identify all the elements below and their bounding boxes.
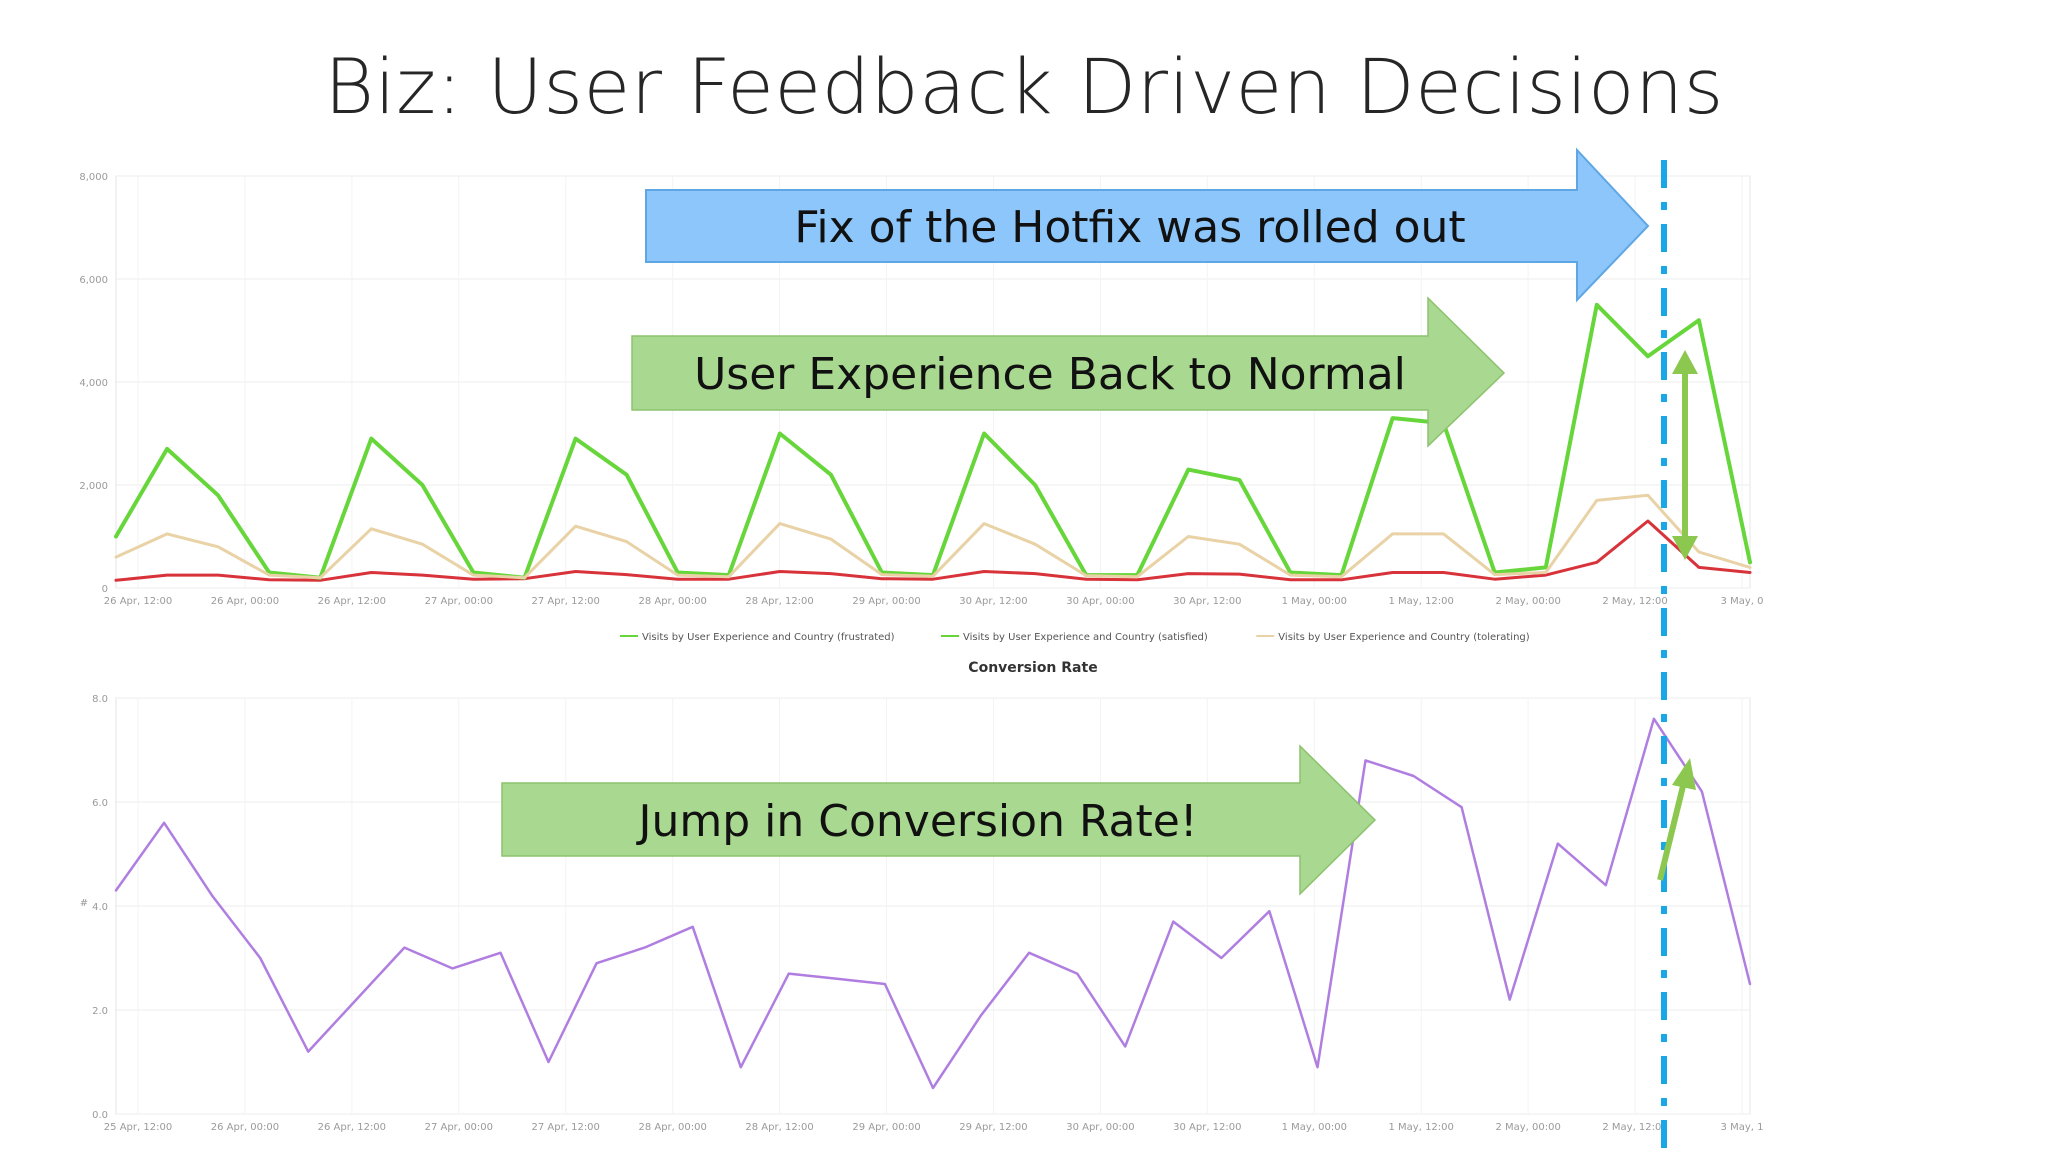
chart2-x-tick-label: 30 Apr, 00:00 bbox=[1066, 1122, 1134, 1133]
chart2-x-tick-label: 26 Apr, 12:00 bbox=[318, 1122, 386, 1133]
chart2-x-tick-label: 28 Apr, 00:00 bbox=[638, 1122, 706, 1133]
chart1-x-ticks: 26 Apr, 12:00 26 Apr, 00:00 26 Apr, 12:00 2… bbox=[104, 596, 1764, 607]
chart1-x-tick-label: 2 May, 12:00 bbox=[1602, 596, 1667, 607]
hotfix-arrow-shape bbox=[645, 147, 1650, 303]
chart2-gridlines bbox=[116, 697, 1750, 1115]
chart2-x-tick-label: 2 May, 00:00 bbox=[1495, 1122, 1560, 1133]
chart2-y-tick-label: 2.0 bbox=[92, 1006, 108, 1017]
chart2-y-ticks: 0.0 2.0 4.0 6.0 8.0 bbox=[92, 694, 108, 1121]
chart2-x-tick-label: 26 Apr, 00:00 bbox=[211, 1122, 279, 1133]
chart2-x-tick-label: 28 Apr, 12:00 bbox=[745, 1122, 813, 1133]
chart2-title: Conversion Rate bbox=[968, 660, 1097, 676]
chart1-y-ticks: 0 2,000 4,000 6,000 8,000 bbox=[79, 172, 108, 595]
chart2-series bbox=[114, 717, 1752, 1090]
chart1-x-tick-label: 26 Apr, 12:00 bbox=[318, 596, 386, 607]
legend-item-label: Visits by User Experience and Country (f… bbox=[642, 632, 895, 643]
chart2-y-tick-label: 0.0 bbox=[92, 1110, 108, 1121]
chart2-x-tick-label: 30 Apr, 12:00 bbox=[1173, 1122, 1241, 1133]
chart2-x-tick-label: 25 Apr, 12:00 bbox=[104, 1122, 172, 1133]
chart1-x-tick-label: 2 May, 00:00 bbox=[1495, 596, 1560, 607]
conversion-jump-arrow-shape bbox=[501, 744, 1377, 896]
chart1-x-tick-label: 30 Apr, 12:00 bbox=[1173, 596, 1241, 607]
chart2-x-tick-label: 3 May, 1 bbox=[1721, 1122, 1764, 1133]
conversion-jump-arrow: Jump in Conversion Rate! bbox=[501, 744, 1377, 896]
chart2-x-tick-label: 1 May, 12:00 bbox=[1389, 1122, 1454, 1133]
chart1-y-tick-label: 8,000 bbox=[79, 172, 108, 183]
chart1-y-tick-label: 4,000 bbox=[79, 378, 108, 389]
chart2-x-tick-label: 29 Apr, 12:00 bbox=[959, 1122, 1027, 1133]
chart2-x-tick-label: 1 May, 00:00 bbox=[1282, 1122, 1347, 1133]
chart1-x-tick-label: 28 Apr, 12:00 bbox=[745, 596, 813, 607]
ux-normal-arrow: User Experience Back to Normal bbox=[631, 296, 1506, 448]
chart1-x-tick-label: 27 Apr, 12:00 bbox=[532, 596, 600, 607]
ux-normal-arrow-shape bbox=[631, 296, 1506, 448]
chart2-series-line-1 bbox=[114, 717, 1752, 1090]
hotfix-arrow: Fix of the Hotfix was rolled out bbox=[645, 147, 1650, 303]
chart2-y-tick-label: 6.0 bbox=[92, 798, 108, 809]
chart1-x-tick-label: 27 Apr, 00:00 bbox=[425, 596, 493, 607]
hotfix-arrow-label: Fix of the Hotfix was rolled out bbox=[794, 202, 1465, 253]
chart1-x-tick-label: 1 May, 12:00 bbox=[1389, 596, 1454, 607]
ux-double-arrow-icon bbox=[1672, 350, 1698, 560]
chart1-x-tick-label: 28 Apr, 00:00 bbox=[638, 596, 706, 607]
chart1-x-tick-label: 1 May, 00:00 bbox=[1282, 596, 1347, 607]
conversion-jump-arrow-label: Jump in Conversion Rate! bbox=[636, 796, 1198, 847]
chart1-x-tick-label: 3 May, 0 bbox=[1721, 596, 1764, 607]
slide-title: Biz: User Feedback Driven Decisions bbox=[324, 42, 1724, 131]
chart1-y-tick-label: 2,000 bbox=[79, 481, 108, 492]
chart1-y-tick-label: 0 bbox=[102, 584, 108, 595]
chart1-x-tick-label: 30 Apr, 00:00 bbox=[1066, 596, 1134, 607]
chart1-series bbox=[114, 302, 1752, 582]
chart2-y-tick-label: 8.0 bbox=[92, 694, 108, 705]
chart1-series-line-1 bbox=[114, 519, 1752, 582]
chart1-series-line-3 bbox=[114, 493, 1752, 580]
legend-item-label: Visits by User Experience and Country (t… bbox=[1278, 632, 1529, 643]
chart1-y-tick-label: 6,000 bbox=[79, 275, 108, 286]
chart2: 0.0 2.0 4.0 6.0 8.0 25 Apr, 12:00 26 Apr, 00:… bbox=[80, 694, 1764, 1133]
chart2-y-tick-label: 4.0 bbox=[92, 902, 108, 913]
conversion-up-arrow-icon bbox=[1657, 758, 1696, 881]
chart1-x-tick-label: 26 Apr, 00:00 bbox=[211, 596, 279, 607]
chart2-x-ticks: 25 Apr, 12:00 26 Apr, 00:00 26 Apr, 12:00 2… bbox=[104, 1122, 1764, 1133]
ux-normal-arrow-label: User Experience Back to Normal bbox=[694, 349, 1406, 400]
chart1-x-tick-label: 29 Apr, 00:00 bbox=[852, 596, 920, 607]
chart1-x-tick-label: 26 Apr, 12:00 bbox=[104, 596, 172, 607]
legend-item-label: Visits by User Experience and Country (s… bbox=[963, 632, 1208, 643]
chart2-x-tick-label: 27 Apr, 12:00 bbox=[532, 1122, 600, 1133]
chart2-x-tick-label: 29 Apr, 00:00 bbox=[852, 1122, 920, 1133]
chart1-legend: Visits by User Experience and Country (f… bbox=[620, 632, 1530, 643]
chart2-y-axis-label: # bbox=[80, 898, 88, 909]
chart2-x-tick-label: 27 Apr, 00:00 bbox=[425, 1122, 493, 1133]
chart1-x-tick-label: 30 Apr, 12:00 bbox=[959, 596, 1027, 607]
chart2-x-tick-label: 2 May, 12:00 bbox=[1602, 1122, 1667, 1133]
